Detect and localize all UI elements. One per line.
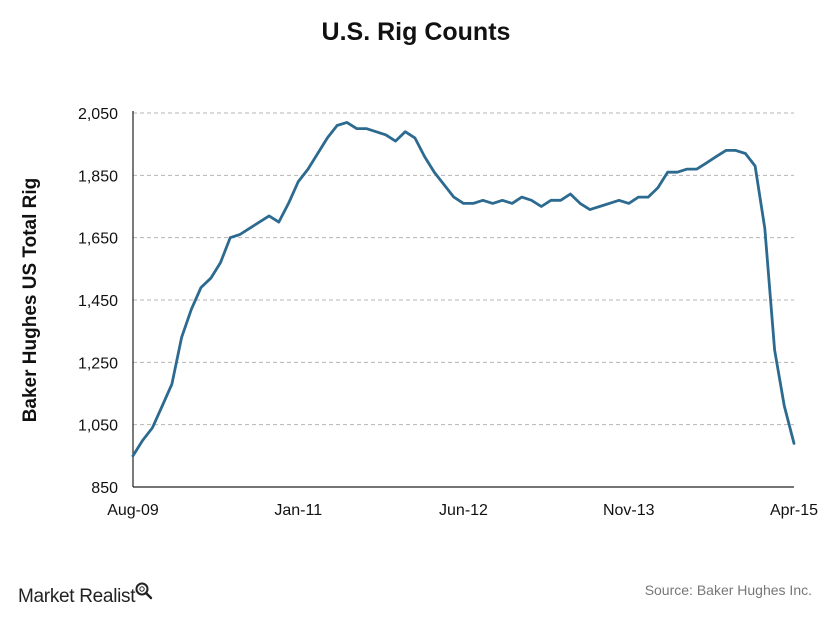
x-tick-label: Jan-11 (274, 502, 322, 519)
source-note: Source: Baker Hughes Inc. (644, 582, 812, 598)
magnifier-icon (135, 582, 153, 600)
y-tick-label: 2,050 (78, 106, 118, 123)
y-tick-label: 1,050 (78, 418, 118, 435)
x-tick-label: Jun-12 (439, 502, 488, 519)
series-group (131, 121, 796, 458)
y-tick-label: 1,650 (78, 231, 118, 248)
brand-logo-text: Market Realist (18, 586, 136, 607)
x-tick-labels: Aug-09 Jan-11 Jun-12 Nov-13 Apr-15 (107, 502, 818, 519)
y-tick-label: 1,450 (78, 293, 118, 310)
axes (132, 111, 794, 488)
x-tick-label: Apr-15 (770, 502, 818, 519)
series-line-rig-count (131, 121, 796, 458)
y-tick-label: 850 (91, 480, 118, 497)
y-axis-label: Baker Hughes US Total Rig (20, 178, 41, 423)
y-tick-label: 1,850 (78, 168, 118, 185)
x-tick-label: Nov-13 (603, 502, 655, 519)
y-tick-labels: 850 1,050 1,250 1,450 1,650 1,850 2,050 (78, 106, 118, 497)
gridlines (133, 112, 794, 426)
chart-title: U.S. Rig Counts (321, 18, 511, 46)
x-tick-label: Aug-09 (107, 502, 159, 519)
y-tick-label: 1,250 (78, 355, 118, 372)
